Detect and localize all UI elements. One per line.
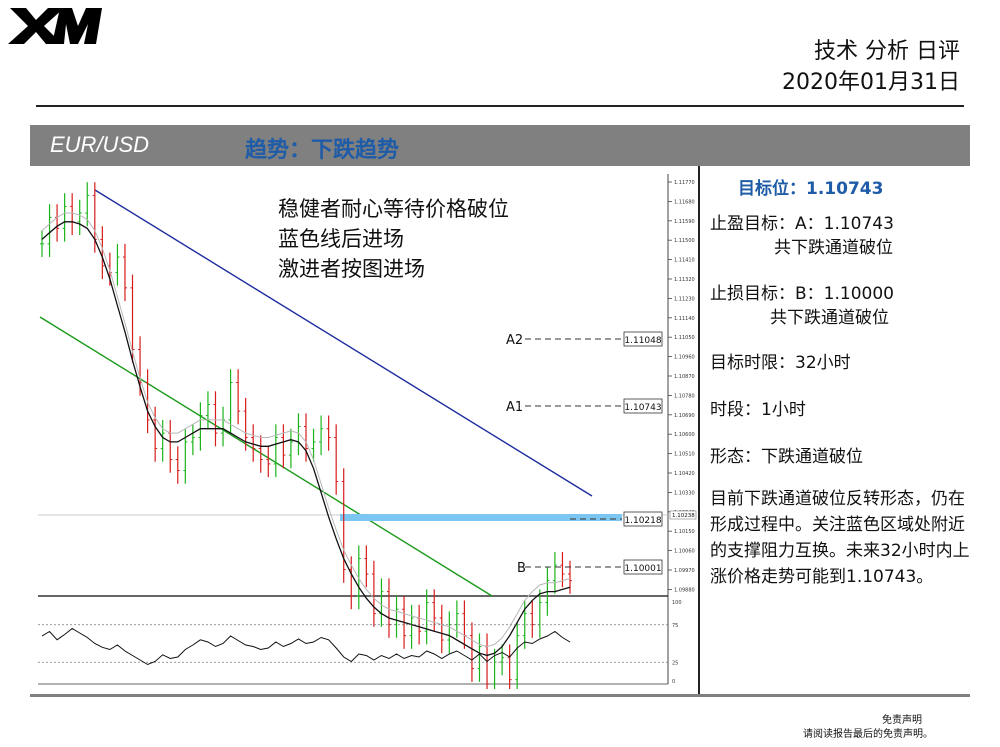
y-tick-label: 1.11050 — [674, 335, 695, 341]
time-limit: 目标时限：32小时 — [710, 353, 851, 373]
level-tag — [623, 559, 663, 575]
header-divider — [36, 105, 964, 107]
report-date: 2020年01月31日 — [782, 70, 960, 95]
annotation-line-2: 蓝色线后进场 — [278, 227, 404, 251]
level-value: 1.11048 — [624, 336, 661, 346]
instrument-pair: EUR/USD — [50, 132, 150, 157]
y-tick-label: 1.10330 — [674, 490, 695, 496]
osc-tick-label: 0 — [672, 679, 675, 685]
annotation-line-3: 激进者按图进场 — [278, 257, 425, 281]
osc-tick-label: 100 — [672, 600, 682, 606]
support-zone — [340, 514, 622, 521]
footer-divider — [30, 694, 970, 697]
timeframe: 时段：1小时 — [710, 400, 806, 420]
ma-line — [41, 221, 571, 657]
level-value: 1.10218 — [624, 516, 661, 526]
annotation-line-1: 稳健者耐心等待价格破位 — [278, 197, 509, 221]
level-tag — [623, 398, 663, 414]
y-tick-label: 1.11500 — [674, 238, 695, 244]
y-tick-label: 1.10960 — [674, 355, 695, 361]
pattern: 形态：下跌通道破位 — [710, 447, 863, 467]
trend-channel — [39, 189, 593, 597]
report-title: 技术 分析 日评 — [814, 39, 960, 64]
y-tick-label: 1.10150 — [674, 529, 695, 535]
support-zone-band — [340, 514, 622, 521]
y-tick-label: 1.10420 — [674, 471, 695, 477]
y-tick-label: 1.11590 — [674, 219, 695, 225]
ma-slow-line — [41, 212, 571, 648]
y-tick-label: 1.09880 — [674, 587, 695, 593]
y-tick-label: 1.10600 — [674, 432, 695, 438]
y-tick-label: 1.11230 — [674, 296, 695, 302]
xm-logo: XM — [8, 8, 102, 44]
current-price-label: 1.10238 — [672, 513, 695, 519]
target-levels: A2 1.11048 A1 1.10743 1.10218 B 1.10001 — [506, 331, 663, 576]
lower-channel-line — [39, 316, 493, 597]
y-tick-label: 1.10690 — [674, 413, 695, 419]
y-tick-label: 1.11680 — [674, 199, 695, 205]
price-chart: A2 1.11048 A1 1.10743 1.10218 B 1.10001 1.1177… — [38, 174, 697, 689]
level-name: B — [517, 561, 526, 576]
analysis-summary: 目前下跌通道破位反转形态，仍在形成过程中。关注蓝色区域处附近的支撑阻力互换。未来… — [710, 489, 970, 587]
y-tick-label: 1.11140 — [674, 316, 695, 322]
y-tick-label: 1.11770 — [674, 180, 695, 186]
level-name: A1 — [506, 400, 523, 415]
trend-label: 趋势：下跌趋势 — [245, 138, 400, 163]
y-axis: 1.11770 1.11680 1.11590 1.11500 1.11410 1.113… — [668, 180, 697, 593]
y-tick-label: 1.10510 — [674, 452, 695, 458]
osc-tick-label: 25 — [672, 660, 678, 666]
y-tick-label: 1.10870 — [674, 374, 695, 380]
take-profit: 止盈目标：A：1.10743 — [710, 214, 894, 234]
level-value: 1.10743 — [624, 403, 661, 413]
y-tick-label: 1.10060 — [674, 549, 695, 555]
oscillator-line — [41, 627, 571, 666]
stop-loss-note: 共下跌通道破位 — [770, 308, 889, 328]
instrument-bar: EUR/USD 趋势：下跌趋势 — [30, 125, 970, 166]
take-profit-note: 共下跌通道破位 — [774, 238, 893, 258]
stop-loss: 止损目标：B：1.10000 — [710, 284, 894, 304]
y-tick-label: 1.11410 — [674, 258, 695, 264]
y-tick-label: 1.09970 — [674, 568, 695, 574]
level-value: 1.10001 — [624, 564, 661, 574]
upper-channel-line — [94, 189, 593, 497]
oscillator-panel: 100 75 25 0 — [38, 600, 682, 685]
level-name: A2 — [506, 333, 523, 348]
disclaimer-title: 免责声明 — [882, 715, 922, 726]
y-tick-label: 1.11320 — [674, 277, 695, 283]
level-tag — [623, 511, 663, 527]
current-price-tag — [669, 510, 697, 520]
target-price: 目标位：1.10743 — [738, 179, 884, 199]
panel-divider — [698, 166, 700, 694]
moving-average — [41, 212, 571, 657]
osc-tick-label: 75 — [672, 623, 678, 629]
y-tick-label: 1.10780 — [674, 393, 695, 399]
disclaimer-note: 请阅读报告最后的免责声明。 — [803, 729, 933, 740]
level-tag — [623, 331, 663, 347]
